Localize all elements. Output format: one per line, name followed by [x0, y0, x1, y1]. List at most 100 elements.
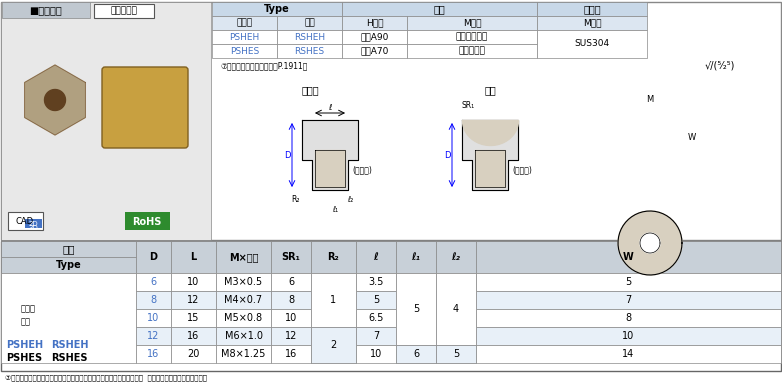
Text: 5: 5: [626, 277, 632, 287]
Bar: [271, 309, 311, 327]
Text: 6: 6: [288, 277, 294, 287]
Bar: [436, 309, 476, 327]
Text: 8: 8: [150, 295, 156, 305]
Text: M: M: [647, 95, 654, 105]
Polygon shape: [45, 90, 66, 110]
Text: CAD: CAD: [15, 218, 33, 226]
Bar: [136, 241, 171, 273]
Text: M6×1.0: M6×1.0: [224, 331, 263, 341]
Bar: [407, 16, 537, 30]
Text: H硬度: H硬度: [366, 18, 383, 28]
Bar: [407, 44, 537, 58]
Bar: [216, 327, 271, 345]
Text: 10: 10: [188, 277, 199, 287]
Text: M材质: M材质: [463, 18, 481, 28]
Bar: [216, 291, 271, 309]
Bar: [311, 273, 356, 327]
Bar: [271, 345, 311, 363]
Text: M4×0.7: M4×0.7: [224, 295, 263, 305]
Text: M8×1.25: M8×1.25: [221, 349, 266, 359]
Bar: [436, 273, 476, 345]
Text: D: D: [149, 252, 157, 262]
Bar: [311, 345, 356, 363]
Bar: [436, 345, 476, 363]
Bar: [1, 241, 781, 371]
Bar: [212, 2, 342, 16]
Text: RSHES: RSHES: [295, 46, 325, 56]
Bar: [171, 309, 216, 327]
Text: PSHEH: PSHEH: [6, 340, 43, 350]
Text: Type: Type: [264, 4, 290, 14]
Bar: [476, 291, 781, 309]
Bar: [212, 30, 277, 44]
Text: M×螺距: M×螺距: [229, 252, 258, 262]
Bar: [356, 273, 396, 291]
Text: 16: 16: [188, 331, 199, 341]
Text: 5: 5: [413, 304, 419, 314]
Bar: [396, 309, 436, 327]
Text: D: D: [284, 151, 290, 159]
Bar: [277, 44, 342, 58]
Bar: [1, 257, 136, 273]
Bar: [8, 212, 43, 230]
Bar: [136, 345, 171, 363]
Text: 压块: 压块: [434, 4, 446, 14]
Bar: [216, 273, 271, 291]
Bar: [436, 327, 476, 345]
Text: PSHES: PSHES: [6, 353, 42, 363]
Text: 圆型: 圆型: [21, 318, 31, 326]
Bar: [311, 291, 356, 309]
Text: 20: 20: [188, 349, 199, 359]
Bar: [476, 327, 781, 345]
Bar: [216, 309, 271, 327]
Bar: [1, 2, 781, 240]
Text: M3×0.5: M3×0.5: [224, 277, 263, 287]
Text: RoHS: RoHS: [132, 217, 162, 227]
Bar: [342, 44, 407, 58]
Bar: [537, 16, 647, 30]
Bar: [436, 241, 476, 273]
Bar: [436, 273, 476, 291]
Bar: [436, 291, 476, 309]
Bar: [271, 291, 311, 309]
Text: 10: 10: [147, 313, 160, 323]
Text: L: L: [190, 252, 196, 262]
Bar: [476, 309, 781, 327]
Bar: [271, 241, 311, 273]
Bar: [136, 273, 171, 291]
Text: 6: 6: [150, 277, 156, 287]
Polygon shape: [462, 120, 518, 190]
Bar: [396, 327, 436, 345]
Bar: [271, 327, 311, 345]
Text: 2D: 2D: [28, 221, 38, 227]
Text: 6: 6: [413, 349, 419, 359]
Text: 圆型: 圆型: [304, 18, 315, 28]
Text: 圆型: 圆型: [484, 85, 496, 95]
Bar: [2, 2, 90, 18]
Text: 3.5: 3.5: [368, 277, 384, 287]
Bar: [136, 327, 171, 345]
Bar: [342, 2, 537, 16]
Text: 酯类聚氨酯: 酯类聚氨酯: [458, 46, 486, 56]
Text: 4: 4: [453, 304, 459, 314]
Text: ⑦聚氨酯橡胶随着时间的推移可能会变色，但对材质的特性等并无影响。  聚氨酯橡胶热粘接在金属芯上。: ⑦聚氨酯橡胶随着时间的推移可能会变色，但对材质的特性等并无影响。 聚氨酯橡胶热粘…: [5, 375, 207, 381]
Text: 10: 10: [622, 331, 635, 341]
Bar: [407, 30, 537, 44]
Text: ℓ₂: ℓ₂: [347, 195, 353, 205]
Text: 肖氏A90: 肖氏A90: [361, 33, 389, 41]
Text: 7: 7: [626, 295, 632, 305]
Bar: [476, 273, 781, 291]
Bar: [342, 30, 407, 44]
Text: RSHEH: RSHEH: [294, 33, 325, 41]
Text: 5: 5: [453, 349, 459, 359]
Text: 平头型: 平头型: [21, 304, 36, 314]
Bar: [396, 345, 436, 363]
Bar: [396, 273, 436, 291]
Text: RSHES: RSHES: [51, 353, 88, 363]
Bar: [356, 345, 396, 363]
Text: 14: 14: [622, 349, 635, 359]
Text: 10: 10: [285, 313, 297, 323]
Bar: [94, 4, 154, 18]
Text: 金属芯: 金属芯: [583, 4, 601, 14]
Text: 乙醚类聚氨酯: 乙醚类聚氨酯: [456, 33, 488, 41]
